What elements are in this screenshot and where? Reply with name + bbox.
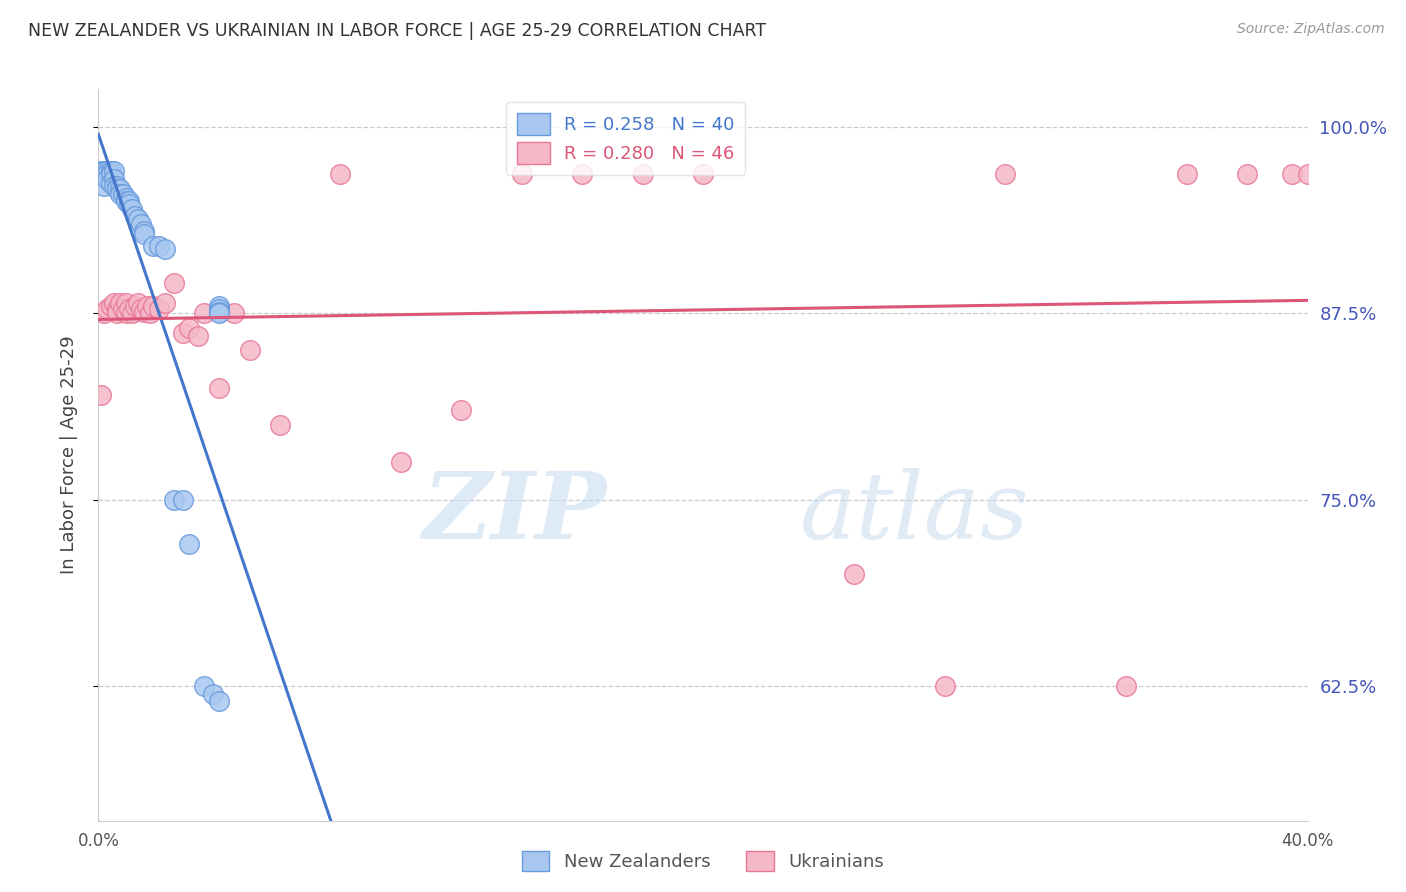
Text: atlas: atlas — [800, 468, 1029, 558]
Point — [202, 687, 225, 701]
Point — [100, 176, 122, 190]
Point — [142, 239, 165, 253]
Point — [193, 306, 215, 320]
Point — [93, 179, 115, 194]
Point — [96, 301, 118, 316]
Point — [129, 217, 152, 231]
Point — [93, 164, 115, 178]
Point — [103, 295, 125, 310]
Point — [121, 306, 143, 320]
Point — [163, 277, 186, 291]
Point — [108, 186, 131, 201]
Point — [93, 306, 115, 320]
Point — [208, 306, 231, 320]
Point — [96, 167, 118, 181]
Point — [114, 194, 136, 209]
Point — [114, 306, 136, 320]
Point — [1281, 167, 1303, 181]
Point — [329, 167, 352, 181]
Point — [179, 321, 201, 335]
Point — [111, 186, 134, 201]
Point — [105, 182, 128, 196]
Point — [269, 418, 291, 433]
Point — [100, 164, 122, 178]
Point — [103, 171, 125, 186]
Point — [208, 299, 231, 313]
Point — [172, 492, 194, 507]
Point — [127, 295, 149, 310]
Point — [105, 179, 128, 194]
Point — [571, 167, 593, 181]
Point — [103, 179, 125, 194]
Point — [103, 164, 125, 178]
Y-axis label: In Labor Force | Age 25-29: In Labor Force | Age 25-29 — [59, 335, 77, 574]
Point — [193, 679, 215, 693]
Point — [118, 301, 141, 316]
Point — [239, 343, 262, 358]
Point — [187, 328, 209, 343]
Point — [127, 212, 149, 227]
Point — [844, 567, 866, 582]
Point — [934, 679, 956, 693]
Point — [208, 381, 231, 395]
Point — [121, 202, 143, 216]
Point — [114, 191, 136, 205]
Text: NEW ZEALANDER VS UKRAINIAN IN LABOR FORCE | AGE 25-29 CORRELATION CHART: NEW ZEALANDER VS UKRAINIAN IN LABOR FORC… — [28, 22, 766, 40]
Point — [132, 227, 155, 241]
Point — [100, 167, 122, 181]
Point — [510, 167, 533, 181]
Point — [118, 194, 141, 209]
Point — [1115, 679, 1137, 693]
Point — [90, 164, 112, 178]
Point — [135, 299, 157, 313]
Point — [108, 295, 131, 310]
Point — [208, 694, 231, 708]
Point — [100, 299, 122, 313]
Point — [994, 167, 1017, 181]
Point — [108, 182, 131, 196]
Point — [208, 304, 231, 318]
Point — [450, 403, 472, 417]
Point — [114, 295, 136, 310]
Legend: New Zealanders, Ukrainians: New Zealanders, Ukrainians — [515, 844, 891, 879]
Point — [118, 197, 141, 211]
Point — [1296, 167, 1319, 181]
Point — [132, 224, 155, 238]
Point — [1175, 167, 1198, 181]
Point — [105, 301, 128, 316]
Point — [153, 242, 176, 256]
Point — [111, 301, 134, 316]
Point — [142, 299, 165, 313]
Text: ZIP: ZIP — [422, 468, 606, 558]
Point — [124, 209, 146, 223]
Point — [389, 455, 412, 469]
Point — [132, 304, 155, 318]
Point — [148, 301, 170, 316]
Point — [224, 306, 246, 320]
Text: Source: ZipAtlas.com: Source: ZipAtlas.com — [1237, 22, 1385, 37]
Point — [153, 295, 176, 310]
Legend: R = 0.258   N = 40, R = 0.280   N = 46: R = 0.258 N = 40, R = 0.280 N = 46 — [506, 102, 745, 175]
Point — [96, 171, 118, 186]
Point — [692, 167, 714, 181]
Point — [139, 306, 162, 320]
Point — [124, 299, 146, 313]
Point — [179, 537, 201, 551]
Point — [90, 388, 112, 402]
Point — [208, 301, 231, 316]
Point — [172, 326, 194, 340]
Point — [96, 164, 118, 178]
Point — [163, 492, 186, 507]
Point — [148, 239, 170, 253]
Point — [129, 301, 152, 316]
Point — [1236, 167, 1258, 181]
Point — [631, 167, 654, 181]
Point — [105, 306, 128, 320]
